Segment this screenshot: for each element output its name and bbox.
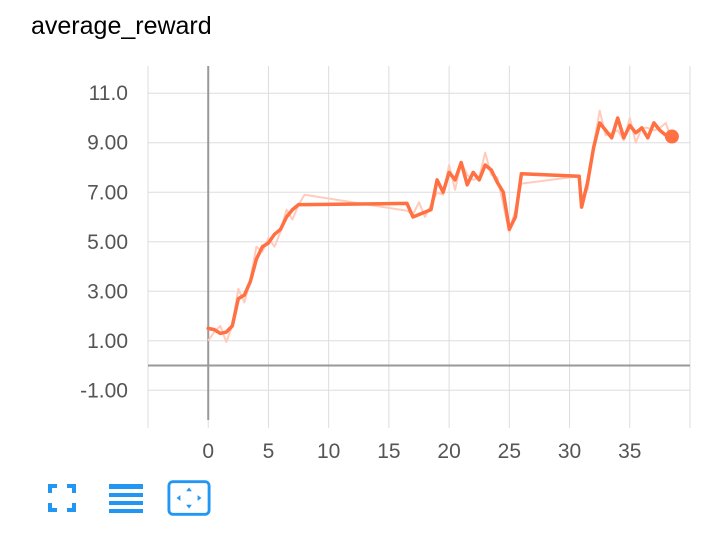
data-point [242, 293, 246, 297]
data-point [652, 121, 656, 125]
data-point [285, 215, 289, 219]
x-tick-label: 30 [558, 440, 581, 463]
data-point [297, 203, 301, 207]
fullscreen-button[interactable] [40, 478, 84, 518]
tick-labels: 0 5 10 15 20 25 30 35 -1.00 1.00 3.00 5.00 7.00 9.00 1… [80, 82, 641, 463]
data-point [291, 208, 295, 212]
data-point [513, 215, 517, 219]
data-point [586, 180, 590, 184]
data-point [471, 170, 475, 174]
data-point [459, 161, 463, 165]
data-point [248, 279, 252, 283]
data-point [218, 331, 222, 335]
data-point [206, 326, 210, 330]
series [206, 116, 679, 336]
data-point [278, 227, 282, 231]
fit-domain-button[interactable] [167, 478, 211, 518]
list-icon [109, 484, 143, 513]
x-tick-label: 25 [498, 440, 521, 463]
data-point [405, 201, 409, 205]
data-point [495, 180, 499, 184]
y-tick-label: 3.00 [87, 280, 128, 303]
data-point [453, 178, 457, 182]
y-tick-label: 11.0 [89, 82, 128, 105]
data-point [224, 330, 228, 334]
data-point [501, 190, 505, 194]
raw-series-line [207, 109, 673, 343]
log-scale-button[interactable] [104, 478, 148, 518]
fullscreen-icon [48, 484, 76, 512]
data-point [489, 168, 493, 172]
data-point [507, 227, 511, 231]
data-point [577, 174, 581, 178]
data-point [592, 146, 596, 150]
data-point [230, 324, 234, 328]
raw-series [207, 109, 673, 343]
data-point [580, 205, 584, 209]
data-point [483, 163, 487, 167]
data-point [254, 257, 258, 261]
data-point [447, 170, 451, 174]
data-point [435, 178, 439, 182]
data-point [266, 241, 270, 245]
grid [147, 66, 691, 428]
data-point [616, 116, 620, 120]
y-tick-label: 7.00 [87, 181, 128, 204]
data-point [604, 128, 608, 132]
data-point [658, 128, 662, 132]
x-tick-label: 10 [317, 440, 340, 463]
data-point [640, 126, 644, 130]
data-point [519, 172, 523, 176]
data-point [423, 210, 427, 214]
data-point [236, 297, 240, 301]
axes [148, 66, 690, 420]
data-point [411, 215, 415, 219]
x-tick-label: 5 [263, 440, 275, 463]
data-point [622, 136, 626, 140]
data-point [212, 328, 216, 332]
fit-domain-icon [167, 480, 211, 516]
series-end-marker [664, 129, 679, 144]
data-point [429, 208, 433, 212]
data-point [634, 131, 638, 135]
y-tick-label: 1.00 [87, 330, 128, 353]
data-point [465, 183, 469, 187]
x-tick-label: 20 [437, 440, 460, 463]
data-point [260, 245, 264, 249]
data-point [628, 123, 632, 127]
data-point [272, 232, 276, 236]
data-point [610, 136, 614, 140]
y-tick-label: 5.00 [87, 231, 128, 254]
data-point [646, 136, 650, 140]
y-tick-label: 9.00 [87, 132, 128, 155]
data-point [477, 178, 481, 182]
data-point [598, 121, 602, 125]
x-tick-label: 35 [618, 440, 641, 463]
chart-title: average_reward [31, 12, 212, 40]
data-point [441, 190, 445, 194]
series-line [206, 116, 674, 336]
data-point [417, 213, 421, 217]
x-tick-label: 0 [202, 440, 214, 463]
y-tick-label: -1.00 [80, 379, 128, 402]
x-tick-label: 15 [377, 440, 400, 463]
data-point [303, 203, 307, 207]
